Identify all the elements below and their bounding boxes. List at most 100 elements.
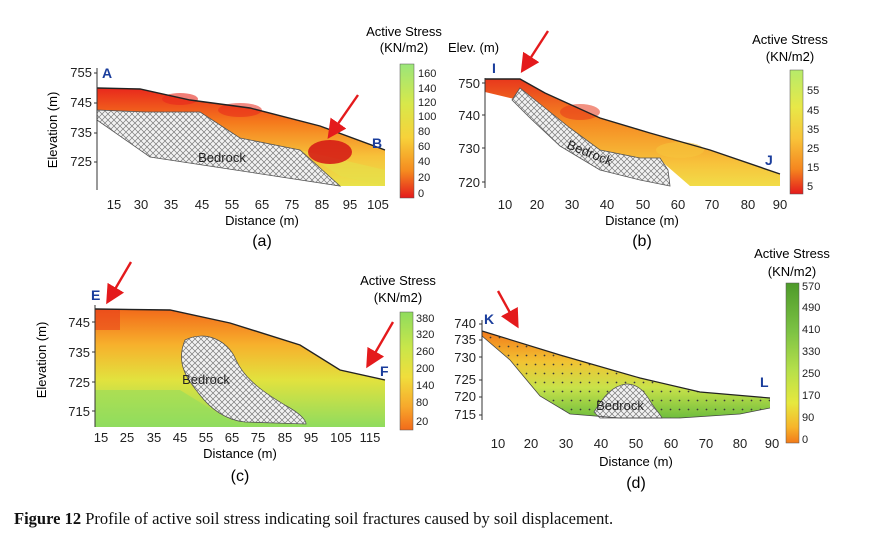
- legend-tick-a: 140: [418, 83, 436, 95]
- y-tick-c: 745: [68, 315, 90, 330]
- legend-unit-b: (KN/m2): [766, 49, 814, 64]
- x-ticks-c: 15 25 35 45 55 65 75 85 95 105 115: [94, 430, 381, 445]
- legend-ticks-c: 380 320 260 200 140 80 20: [416, 313, 434, 428]
- fracture-arrow-c1: [106, 261, 133, 305]
- fracture-arrow-b: [520, 30, 550, 74]
- legend-tick-a: 40: [418, 156, 430, 168]
- legend-tick-a: 100: [418, 111, 436, 123]
- legend-tick-c: 20: [416, 416, 428, 428]
- legend-title-d: Active Stress: [754, 246, 830, 261]
- legend-tick-c: 380: [416, 313, 434, 325]
- x-tick-a: 35: [164, 197, 178, 212]
- legend-tick-d: 250: [802, 368, 820, 380]
- y-tick-a: 725: [70, 154, 92, 169]
- x-axis-label-b: Distance (m): [605, 213, 679, 228]
- x-tick-a: 95: [343, 197, 357, 212]
- x-tick-b: 60: [671, 197, 685, 212]
- legend-ticks-d: 570 490 410 330 250 170 90 0: [802, 281, 820, 446]
- legend-title-a: Active Stress: [366, 24, 442, 39]
- x-tick-d: 60: [664, 436, 678, 451]
- legend-tick-a: 120: [418, 97, 436, 109]
- y-tick-b: 750: [458, 76, 480, 91]
- y-tick-c: 715: [68, 404, 90, 419]
- start-marker-d: K: [484, 311, 494, 327]
- x-tick-d: 40: [594, 436, 608, 451]
- y-ticks-b: 750 740 730 720: [458, 76, 480, 190]
- legend-unit-d: (KN/m2): [768, 264, 816, 279]
- x-ticks-b: 10 20 30 40 50 60 70 80 90: [498, 197, 787, 212]
- panel-label-d: (d): [626, 475, 646, 492]
- y-tick-b: 720: [458, 175, 480, 190]
- x-tick-d: 30: [559, 436, 573, 451]
- legend-tick-d: 330: [802, 346, 820, 358]
- legend-unit-c: (KN/m2): [374, 290, 422, 305]
- x-tick-c: 85: [278, 430, 292, 445]
- legend-tick-b: 35: [807, 124, 819, 136]
- y-tick-b: 740: [458, 108, 480, 123]
- start-marker-a: A: [102, 65, 112, 81]
- panel-c: 745 735 725 715 Elevation (m) 15 25 35 4…: [34, 261, 436, 485]
- x-tick-c: 25: [120, 430, 134, 445]
- x-tick-c: 65: [225, 430, 239, 445]
- x-tick-d: 10: [491, 436, 505, 451]
- y-tick-d: 735: [454, 332, 476, 347]
- legend-tick-a: 80: [418, 126, 430, 138]
- y-tick-d: 720: [454, 389, 476, 404]
- x-tick-b: 10: [498, 197, 512, 212]
- legend-tick-a: 20: [418, 172, 430, 184]
- y-tick-a: 735: [70, 125, 92, 140]
- y-ticks-a: 755 745 735 725: [70, 65, 92, 169]
- legend-tick-a: 0: [418, 188, 424, 200]
- figure-caption: Figure 12 Profile of active soil stress …: [14, 509, 613, 529]
- y-tick-b: 730: [458, 141, 480, 156]
- x-tick-d: 20: [524, 436, 538, 451]
- y-axis-label-c: Elevation (m): [34, 322, 49, 399]
- legend-unit-a: (KN/m2): [380, 40, 428, 55]
- x-tick-c: 45: [173, 430, 187, 445]
- figure-number: Figure 12: [14, 509, 82, 528]
- x-tick-a: 15: [107, 197, 121, 212]
- fracture-arrow-d: [496, 290, 519, 329]
- y-tick-a: 755: [70, 65, 92, 80]
- x-ticks-a: 15 30 35 45 55 65 75 85 95 105: [107, 197, 389, 212]
- x-tick-c: 115: [360, 430, 381, 445]
- x-tick-a: 65: [255, 197, 269, 212]
- x-tick-d: 80: [733, 436, 747, 451]
- y-axis-label-a: Elevation (m): [45, 92, 60, 169]
- x-tick-c: 75: [251, 430, 265, 445]
- legend-tick-d: 570: [802, 281, 820, 293]
- x-tick-c: 35: [147, 430, 161, 445]
- panel-label-c: (c): [231, 468, 250, 485]
- bedrock-label-a: Bedrock: [198, 150, 246, 165]
- legend-tick-b: 45: [807, 105, 819, 117]
- figure-canvas: 755 745 735 725 15 30 35 45 55 65 75 85 …: [34, 24, 830, 492]
- y-tick-c: 725: [68, 375, 90, 390]
- legend-ticks-b: 55 45 35 25 15 5: [807, 85, 819, 193]
- bedrock-b: [511, 87, 671, 187]
- legend-tick-b: 25: [807, 143, 819, 155]
- start-marker-b: I: [492, 60, 496, 76]
- x-tick-d: 90: [765, 436, 779, 451]
- x-tick-a: 105: [367, 197, 389, 212]
- bedrock-label-c: Bedrock: [182, 372, 230, 387]
- legend-tick-a: 160: [418, 68, 436, 80]
- x-tick-a: 55: [225, 197, 239, 212]
- legend-tick-c: 260: [416, 346, 434, 358]
- y-tick-d: 725: [454, 372, 476, 387]
- bedrock-d: [593, 383, 663, 419]
- x-tick-b: 70: [705, 197, 719, 212]
- soil-profile-b: [485, 79, 780, 186]
- x-tick-b: 90: [773, 197, 787, 212]
- y-tick-d: 715: [454, 407, 476, 422]
- legend-tick-c: 140: [416, 380, 434, 392]
- legend-tick-c: 200: [416, 363, 434, 375]
- start-marker-c: E: [91, 287, 100, 303]
- x-axis-label-a: Distance (m): [225, 213, 299, 228]
- x-tick-a: 45: [195, 197, 209, 212]
- y-axis-label-b: Elev. (m): [448, 40, 499, 55]
- legend-title-c: Active Stress: [360, 273, 436, 288]
- x-tick-b: 20: [530, 197, 544, 212]
- fracture-arrow-a: [327, 94, 359, 139]
- legend-colorbar-d: [785, 282, 800, 444]
- panel-label-a: (a): [252, 233, 272, 250]
